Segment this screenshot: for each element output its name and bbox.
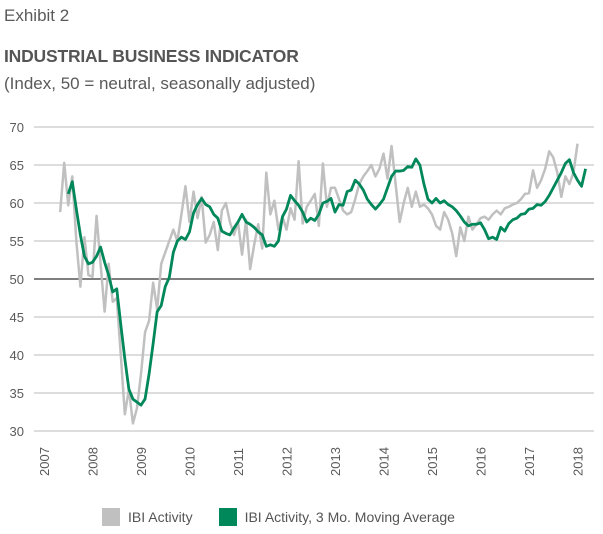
x-tick-label: 2017 bbox=[522, 447, 537, 476]
x-tick-label: 2015 bbox=[425, 447, 440, 476]
legend-item-moving-average: IBI Activity, 3 Mo. Moving Average bbox=[218, 508, 455, 526]
y-tick-label: 45 bbox=[10, 310, 24, 325]
x-tick-label: 2018 bbox=[571, 447, 586, 476]
legend-label-activity: IBI Activity bbox=[128, 509, 193, 525]
y-tick-label: 55 bbox=[10, 234, 24, 249]
y-tick-label: 35 bbox=[10, 386, 24, 401]
x-tick-label: 2007 bbox=[37, 447, 52, 476]
legend-item-activity: IBI Activity bbox=[102, 508, 193, 526]
x-tick-label: 2011 bbox=[231, 448, 246, 476]
chart-subtitle: (Index, 50 = neutral, seasonally adjuste… bbox=[4, 74, 316, 93]
y-tick-label: 40 bbox=[10, 348, 24, 363]
y-tick-label: 30 bbox=[10, 424, 24, 439]
x-tick-label: 2008 bbox=[86, 447, 101, 476]
series-line-moving-average bbox=[66, 157, 587, 407]
x-tick-label: 2013 bbox=[328, 447, 343, 476]
y-tick-label: 60 bbox=[10, 196, 24, 211]
x-axis-ticks: 2007 2008 2009 2010 2011 2012 2013 2014 2015 2016… bbox=[37, 447, 586, 476]
exhibit-label: Exhibit 2 bbox=[4, 6, 70, 25]
y-tick-label: 70 bbox=[10, 120, 24, 135]
y-tick-label: 50 bbox=[10, 272, 24, 287]
x-tick-label: 2009 bbox=[134, 447, 149, 476]
x-tick-label: 2012 bbox=[280, 447, 295, 476]
x-tick-label: 2016 bbox=[474, 447, 489, 476]
gridlines bbox=[34, 126, 594, 432]
x-tick-label: 2010 bbox=[183, 447, 198, 476]
y-tick-label: 65 bbox=[10, 158, 24, 173]
legend-swatch-activity bbox=[102, 508, 120, 526]
legend-swatch-moving-average bbox=[218, 508, 237, 526]
legend: IBI Activity IBI Activity, 3 Mo. Moving … bbox=[102, 508, 481, 526]
y-axis-ticks: 30 35 40 45 50 55 60 65 70 bbox=[10, 120, 24, 439]
legend-label-moving-average: IBI Activity, 3 Mo. Moving Average bbox=[244, 509, 455, 525]
x-tick-label: 2014 bbox=[377, 447, 392, 476]
series-line-activity bbox=[58, 143, 579, 425]
chart-title: INDUSTRIAL BUSINESS INDICATOR bbox=[4, 46, 299, 66]
series-lines bbox=[58, 143, 587, 425]
